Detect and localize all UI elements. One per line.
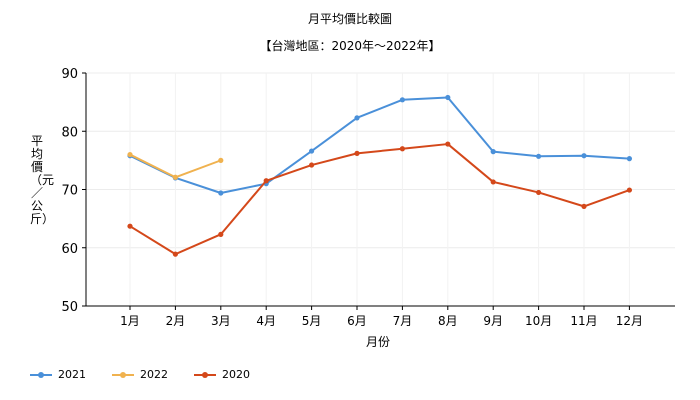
x-tick-label: 11月: [570, 314, 597, 328]
legend-swatch: [194, 370, 216, 380]
data-point-2022: [172, 174, 178, 180]
data-point-2021: [581, 153, 587, 159]
data-point-2020: [127, 223, 133, 229]
legend-item-2020: 2020: [194, 368, 250, 381]
x-tick-label: 2月: [166, 314, 186, 328]
series-line-2021: [129, 96, 630, 194]
data-point-2021: [445, 94, 451, 101]
data-point-2021: [536, 153, 542, 159]
data-point-2022: [127, 151, 133, 158]
data-point-2021: [626, 156, 633, 162]
y-tick-label: 80: [61, 125, 78, 140]
y-tick-label: 50: [61, 300, 78, 315]
x-tick-label: 1月: [120, 314, 140, 328]
legend-swatch: [30, 370, 52, 380]
x-tick-label: 9月: [483, 314, 503, 328]
x-tick-label: 8月: [438, 314, 458, 328]
x-tick-label: 3月: [211, 314, 231, 328]
data-point-2020: [490, 179, 496, 185]
data-point-2021: [399, 97, 405, 103]
legend-item-2021: 2021: [30, 368, 86, 381]
legend: 2021 2022 2020: [30, 368, 250, 381]
data-point-2021: [490, 149, 496, 155]
legend-label: 2022: [140, 368, 168, 381]
y-tick-label: 60: [61, 242, 78, 257]
legend-label: 2020: [222, 368, 250, 381]
data-point-2020: [626, 187, 633, 193]
data-point-2020: [172, 251, 178, 257]
data-point-2022: [218, 157, 224, 163]
data-point-2020: [263, 178, 269, 184]
legend-item-2022: 2022: [112, 368, 168, 381]
y-tick-label: 70: [61, 184, 78, 199]
data-point-2020: [399, 146, 405, 152]
x-tick-label: 10月: [525, 314, 552, 328]
data-point-2020: [218, 231, 224, 237]
legend-label: 2021: [58, 368, 86, 381]
data-point-2020: [581, 203, 587, 209]
x-tick-label: 4月: [256, 314, 276, 328]
y-tick-label: 90: [61, 67, 78, 82]
x-tick-label: 12月: [616, 314, 643, 328]
chart-title: 月平均價比較圖: [307, 12, 392, 26]
data-point-2021: [354, 115, 360, 121]
x-axis-label: 月份: [366, 335, 391, 349]
data-point-2020: [536, 189, 542, 196]
x-tick-label: 6月: [347, 314, 367, 328]
data-point-2020: [354, 150, 360, 156]
data-point-2021: [218, 190, 224, 196]
series-line-2020: [129, 143, 630, 256]
data-point-2020: [445, 141, 451, 147]
x-tick-label: 7月: [393, 314, 413, 328]
data-point-2020: [309, 162, 315, 168]
data-point-2021: [309, 148, 315, 154]
chart-subtitle: 【台灣地區：2020年～2022年】: [259, 39, 441, 53]
legend-swatch: [112, 370, 134, 380]
x-tick-label: 5月: [302, 314, 322, 328]
